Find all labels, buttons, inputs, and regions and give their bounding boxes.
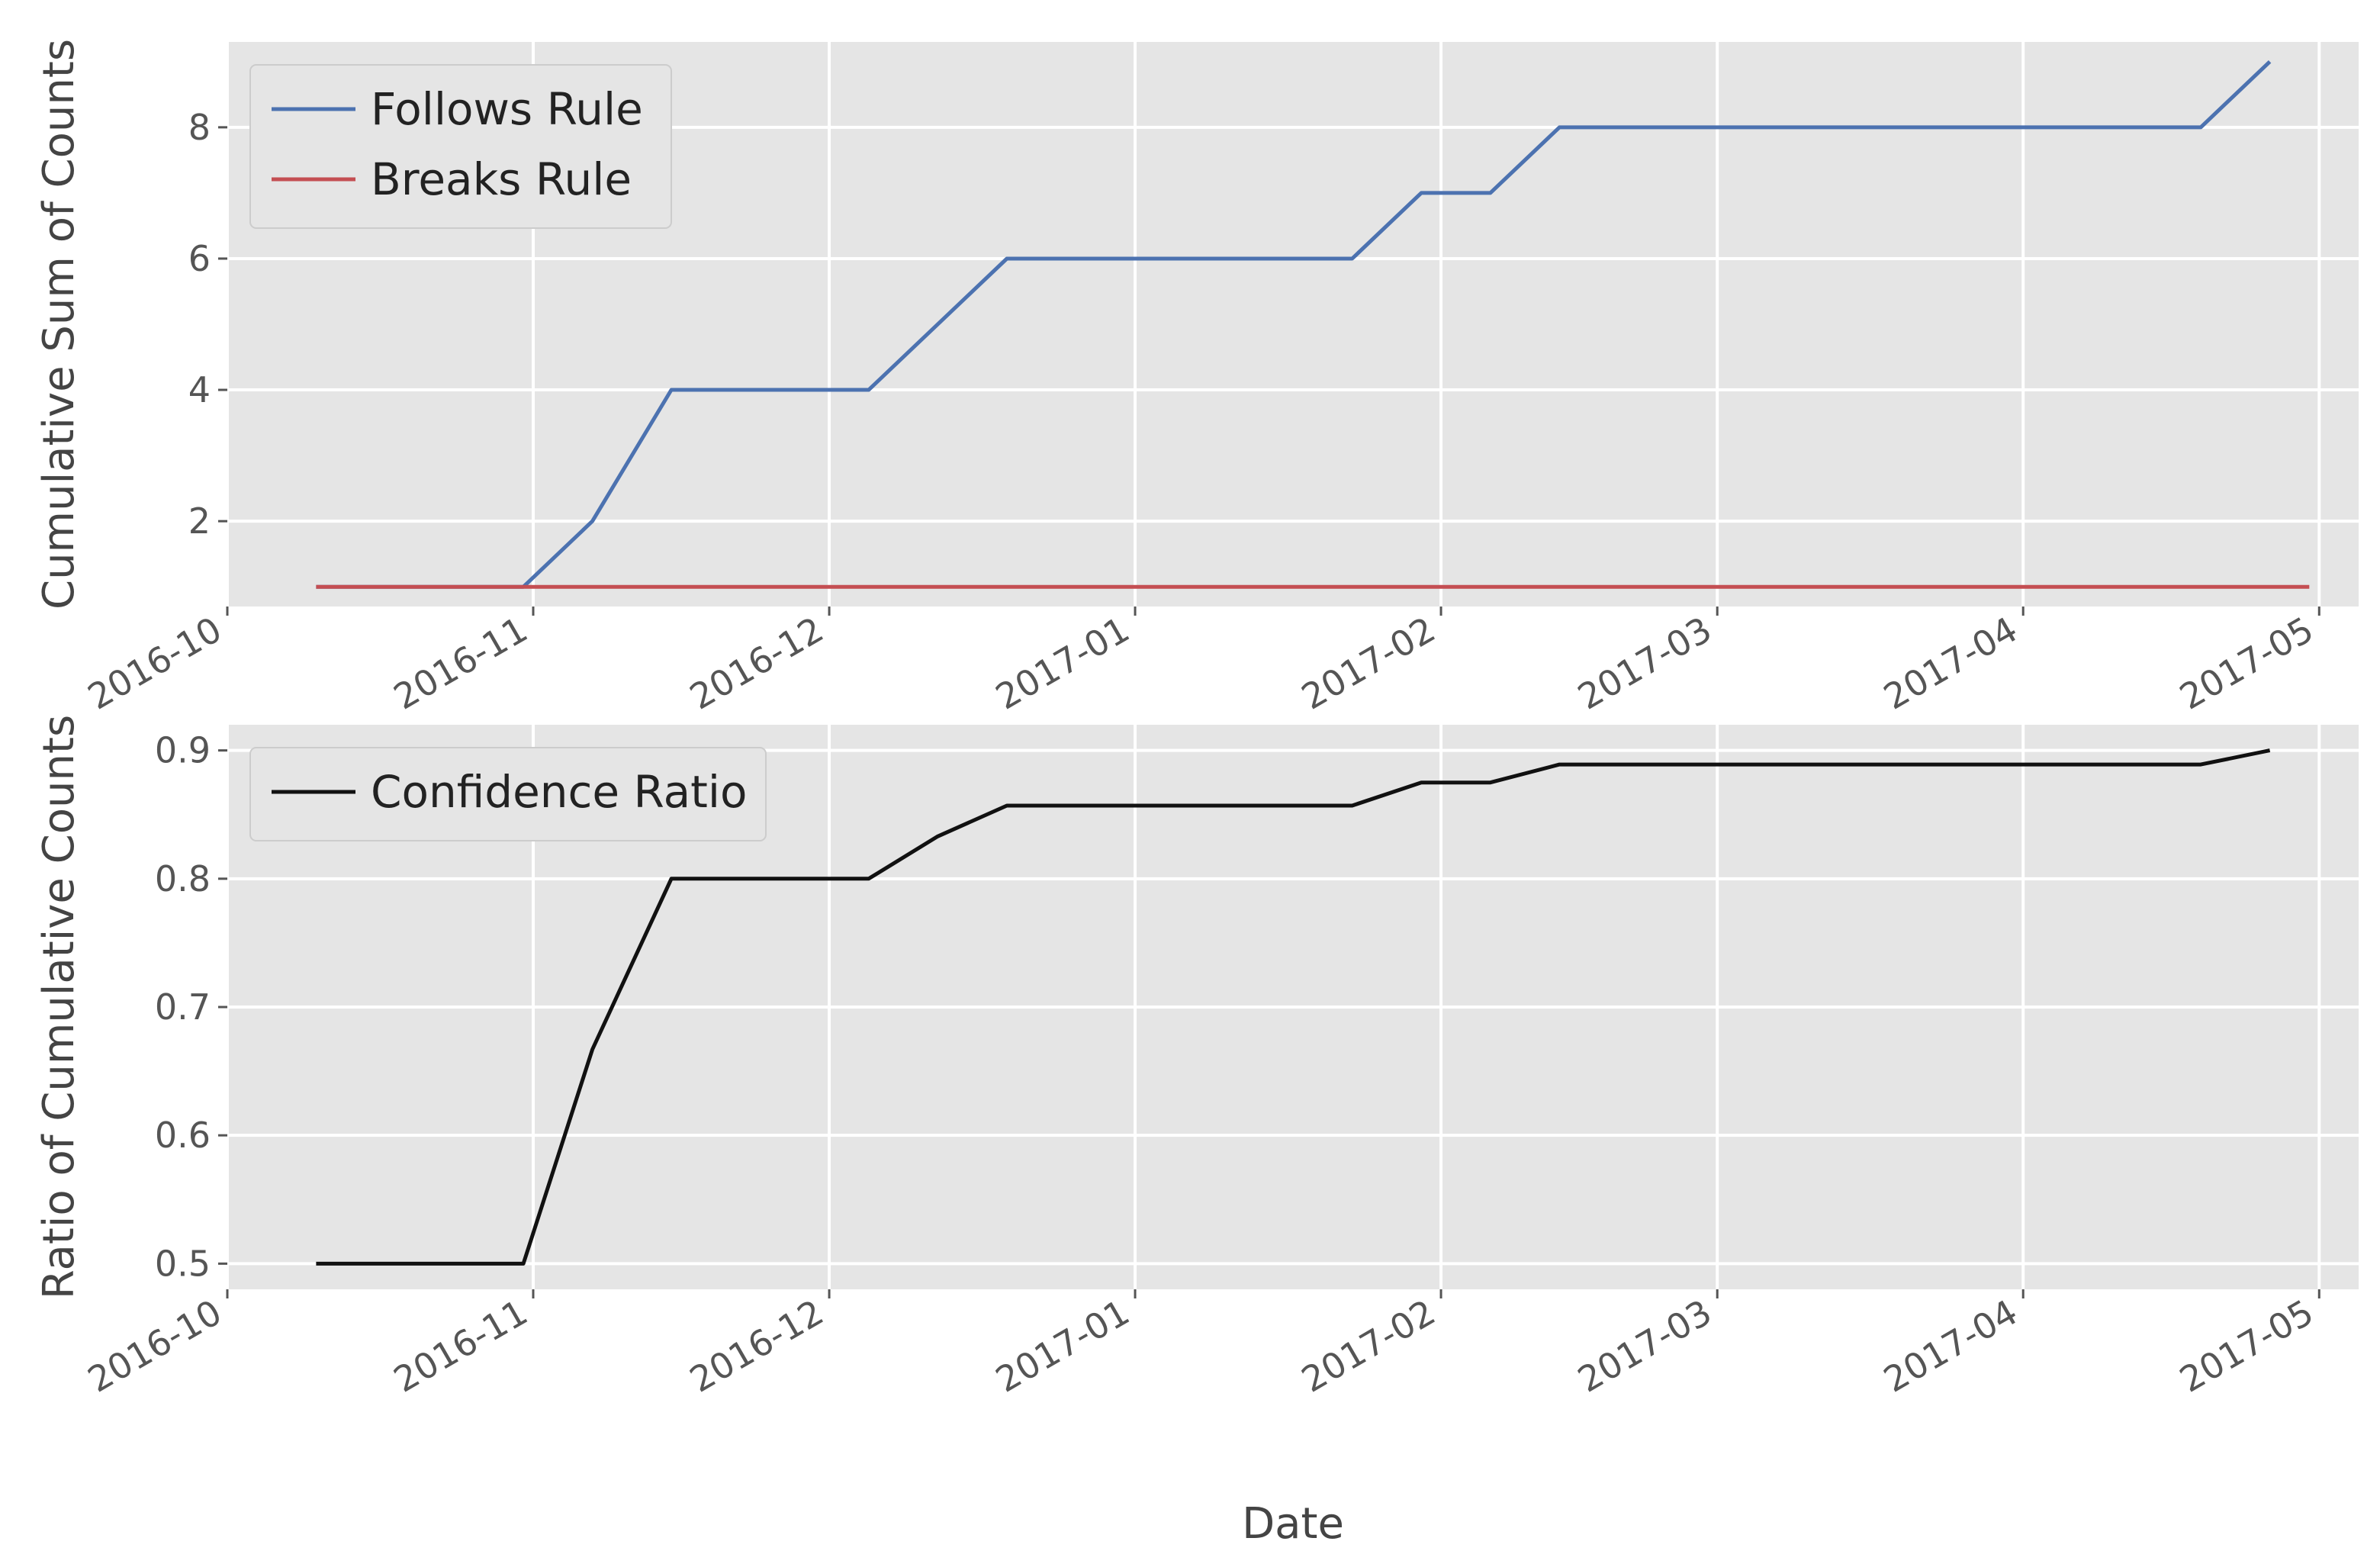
y-axis-label: Cumulative Sum of Counts	[34, 39, 84, 610]
series-line-1	[316, 748, 2271, 1266]
x-tick-label: 2017-03	[1571, 609, 1718, 718]
legend	[249, 64, 672, 229]
series-line-1	[316, 60, 2272, 589]
y-tick-label: 0.8	[155, 858, 211, 899]
x-tick-label: 2016-12	[683, 609, 830, 718]
y-tick-label: 4	[188, 369, 211, 410]
y-tick-label: 2	[188, 500, 211, 542]
x-tick-label: 2016-10	[81, 609, 228, 718]
y-tick-label: 6	[188, 238, 211, 279]
x-tick-label: 2016-12	[683, 1292, 830, 1401]
legend-entry: Confidence Ratio	[371, 766, 747, 818]
y-tick-label: 0.9	[155, 730, 211, 771]
x-tick-label: 2017-04	[1877, 609, 2024, 718]
x-tick-label: 2017-05	[2173, 609, 2320, 718]
x-tick-label: 2017-02	[1295, 609, 1442, 718]
legend-entry: Follows Rule	[371, 83, 643, 135]
y-axis-label: Ratio of Cumulative Counts	[34, 715, 84, 1299]
y-tick-label: 0.7	[155, 986, 211, 1028]
x-tick-label: 2017-01	[989, 609, 1136, 718]
legend	[249, 747, 767, 841]
x-tick-label: 2016-11	[387, 1292, 534, 1401]
x-tick-label: 2017-04	[1877, 1292, 2024, 1401]
x-tick-label: 2016-10	[81, 1292, 228, 1401]
y-tick-label: 0.5	[155, 1243, 211, 1284]
x-tick-label: 2017-05	[2173, 1292, 2320, 1401]
y-tick-label: 8	[188, 107, 211, 148]
y-tick-label: 0.6	[155, 1115, 211, 1156]
x-tick-label: 2017-03	[1571, 1292, 1718, 1401]
bottom-chart: 2016-10 2016-11 2016-12 2017-01 2017-02 2017-…	[34, 715, 2359, 1549]
x-tick-label: 2016-11	[387, 609, 534, 718]
top-chart: 2016-10 2016-11 2016-12 2017-01 2017-02 2017-…	[34, 39, 2359, 718]
x-axis-label: Date	[1242, 1499, 1344, 1549]
x-tick-label: 2017-02	[1295, 1292, 1442, 1401]
legend-entry: Breaks Rule	[371, 153, 632, 205]
x-tick-label: 2017-01	[989, 1292, 1136, 1401]
